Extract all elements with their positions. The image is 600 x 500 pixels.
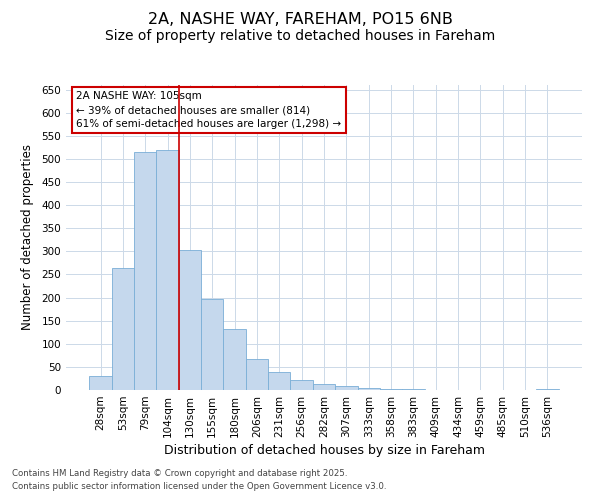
X-axis label: Distribution of detached houses by size in Fareham: Distribution of detached houses by size … [163, 444, 485, 457]
Bar [89, 376, 112, 390]
Bar [335, 386, 358, 390]
Bar [358, 388, 380, 390]
Text: 2A, NASHE WAY, FAREHAM, PO15 6NB: 2A, NASHE WAY, FAREHAM, PO15 6NB [148, 12, 452, 28]
Bar [246, 359, 268, 390]
Bar [536, 389, 559, 390]
Bar [313, 384, 335, 390]
Text: Contains public sector information licensed under the Open Government Licence v3: Contains public sector information licen… [12, 482, 386, 491]
Bar [134, 152, 157, 390]
Bar [112, 268, 134, 390]
Text: Contains HM Land Registry data © Crown copyright and database right 2025.: Contains HM Land Registry data © Crown c… [12, 468, 347, 477]
Bar [380, 388, 402, 390]
Text: 2A NASHE WAY: 105sqm
← 39% of detached houses are smaller (814)
61% of semi-deta: 2A NASHE WAY: 105sqm ← 39% of detached h… [76, 91, 341, 129]
Text: Size of property relative to detached houses in Fareham: Size of property relative to detached ho… [105, 29, 495, 43]
Bar [157, 150, 179, 390]
Bar [179, 250, 201, 390]
Bar [223, 328, 246, 390]
Y-axis label: Number of detached properties: Number of detached properties [22, 144, 34, 330]
Bar [268, 372, 290, 390]
Bar [290, 380, 313, 390]
Bar [402, 389, 425, 390]
Bar [201, 298, 223, 390]
